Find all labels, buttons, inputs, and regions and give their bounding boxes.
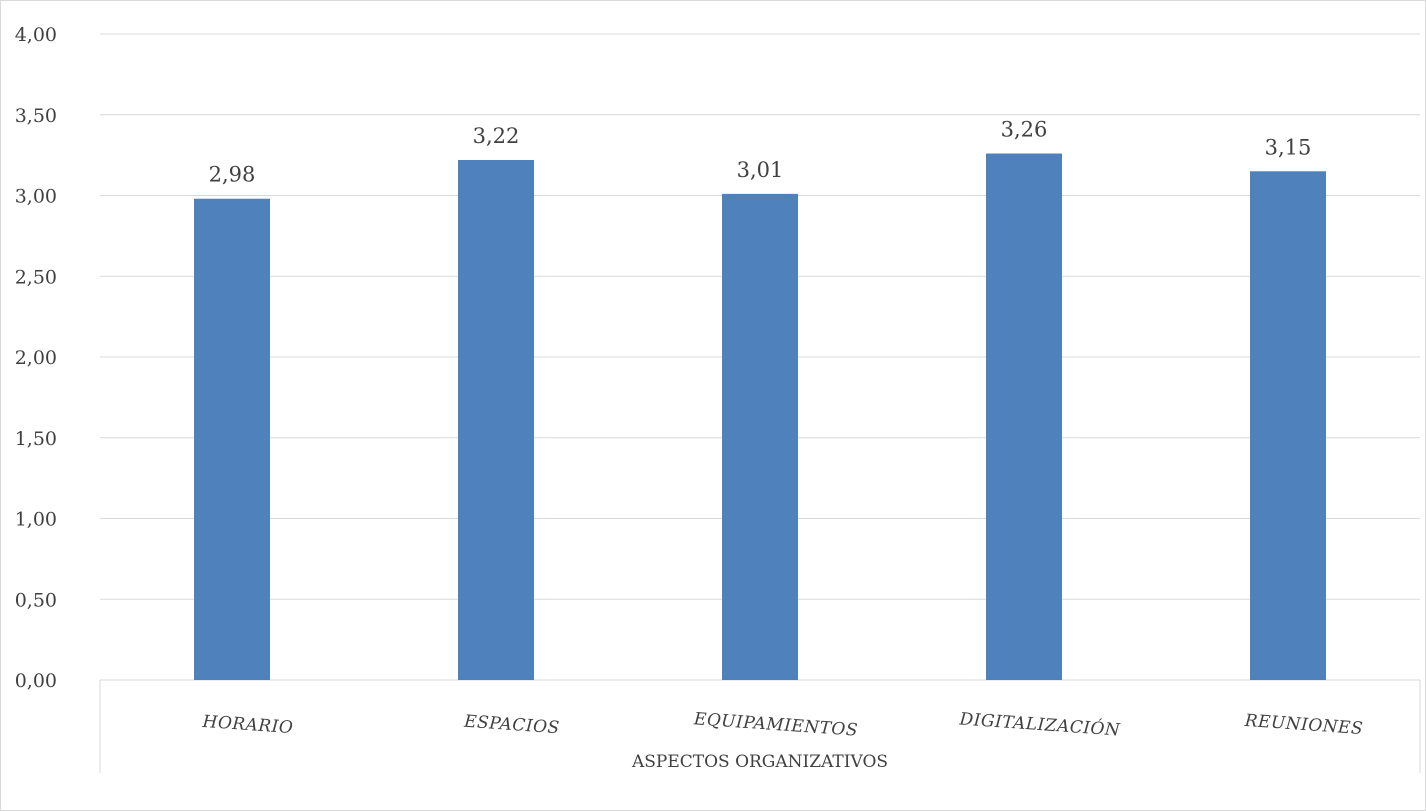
bar xyxy=(194,198,270,681)
y-tick-label: 0,50 xyxy=(15,589,57,611)
y-tick-label: 0,00 xyxy=(15,670,57,692)
y-tick-label: 4,00 xyxy=(15,24,57,46)
y-tick-label: 1,50 xyxy=(15,428,57,450)
y-tick-label: 2,50 xyxy=(15,266,57,288)
data-label: 3,22 xyxy=(473,124,520,148)
x-tick-label: REUNIONES xyxy=(1243,711,1364,739)
x-tick-label: HORARIO xyxy=(201,712,294,738)
data-label: 3,15 xyxy=(1265,135,1312,159)
data-labels: 2,98 3,22 3,01 3,26 3,15 xyxy=(209,118,1312,187)
bar xyxy=(1250,171,1326,680)
group-label: ASPECTOS ORGANIZATIVOS xyxy=(631,752,888,772)
bars xyxy=(194,153,1326,681)
y-axis-ticks: 0,00 0,50 1,00 1,50 2,00 2,50 3,00 3,50 4,00 xyxy=(15,24,57,692)
y-tick-label: 3,50 xyxy=(15,105,57,127)
y-tick-label: 1,00 xyxy=(15,509,57,531)
data-label: 2,98 xyxy=(209,163,256,187)
bar xyxy=(986,153,1062,680)
x-tick-label: DIGITALIZACIÓN xyxy=(958,708,1122,740)
x-tick-label: ESPACIOS xyxy=(463,712,561,739)
y-tick-label: 2,00 xyxy=(15,347,57,369)
x-tick-label: EQUIPAMIENTOS xyxy=(692,709,858,740)
y-tick-label: 3,00 xyxy=(15,186,57,208)
bar xyxy=(722,193,798,680)
data-label: 3,01 xyxy=(737,158,784,182)
data-label: 3,26 xyxy=(1001,118,1048,142)
bar xyxy=(458,159,534,681)
